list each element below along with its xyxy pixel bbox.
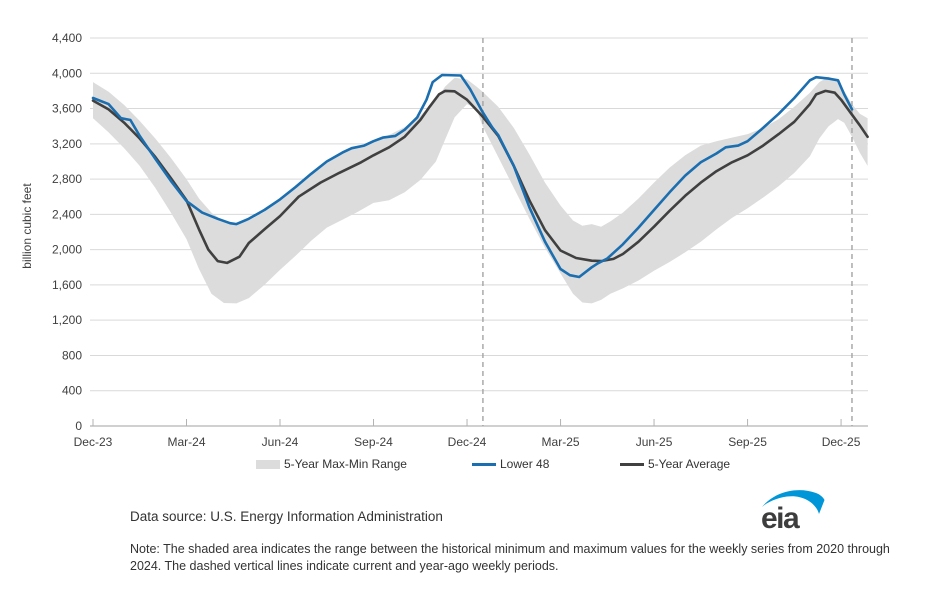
- y-axis-title: billion cubic feet: [20, 183, 34, 269]
- max-min-range-band: [93, 76, 868, 304]
- y-tick-label: 400: [62, 384, 82, 398]
- lower48-line: [91, 73, 854, 279]
- y-tick-label: 1,600: [52, 278, 82, 292]
- x-tick-label: Dec-24: [448, 435, 487, 449]
- y-tick-label: 3,600: [52, 102, 82, 116]
- y-tick-label: 2,000: [52, 243, 82, 257]
- lower48-line-swatch: [472, 462, 496, 466]
- x-tick-label: Sep-25: [728, 435, 767, 449]
- max-min-range-swatch: [256, 459, 280, 469]
- note-text: Note: The shaded area indicates the rang…: [130, 542, 890, 574]
- x-tick-label: Jun-24: [262, 435, 299, 449]
- y-tick-label: 0: [75, 419, 82, 433]
- x-tick-label: Mar-24: [167, 435, 205, 449]
- eia-logo: eia: [761, 490, 825, 532]
- y-tick-label: 1,200: [52, 313, 82, 327]
- y-tick-label: 2,400: [52, 207, 82, 221]
- x-tick-label: Jun-25: [636, 435, 673, 449]
- y-tick-label: 800: [62, 348, 82, 362]
- x-tick-label: Dec-25: [822, 435, 861, 449]
- chart-svg: 0 400 800 1,200 1,600 2,000 2,400 2,800 3,200 3,6…: [20, 31, 869, 449]
- y-tick-label: 4,000: [52, 66, 82, 80]
- chart-area: 0 400 800 1,200 1,600 2,000 2,400 2,800 3,200 3,6…: [20, 31, 869, 449]
- legend-item-max-min-range: 5-Year Max-Min Range: [256, 457, 407, 471]
- x-tick-label: Dec-23: [74, 435, 113, 449]
- average-line-swatch: [620, 462, 644, 466]
- y-tick-label: 3,200: [52, 137, 82, 151]
- legend-item-lower48: Lower 48: [472, 457, 549, 471]
- eia-logo-text: eia: [761, 502, 800, 532]
- eia-logo-swoosh-icon: [762, 490, 825, 514]
- y-tick-label: 2,800: [52, 172, 82, 186]
- x-tick-label: Mar-25: [542, 435, 580, 449]
- legend-label-5yr-average: 5-Year Average: [648, 457, 731, 471]
- legend-label-max-min-range: 5-Year Max-Min Range: [284, 457, 407, 471]
- legend-item-5yr-average: 5-Year Average: [620, 457, 730, 471]
- legend-label-lower48: Lower 48: [500, 457, 550, 471]
- data-source-text: Data source: U.S. Energy Information Adm…: [130, 509, 443, 524]
- x-tick-label: Sep-24: [354, 435, 393, 449]
- y-tick-label: 4,400: [52, 31, 82, 45]
